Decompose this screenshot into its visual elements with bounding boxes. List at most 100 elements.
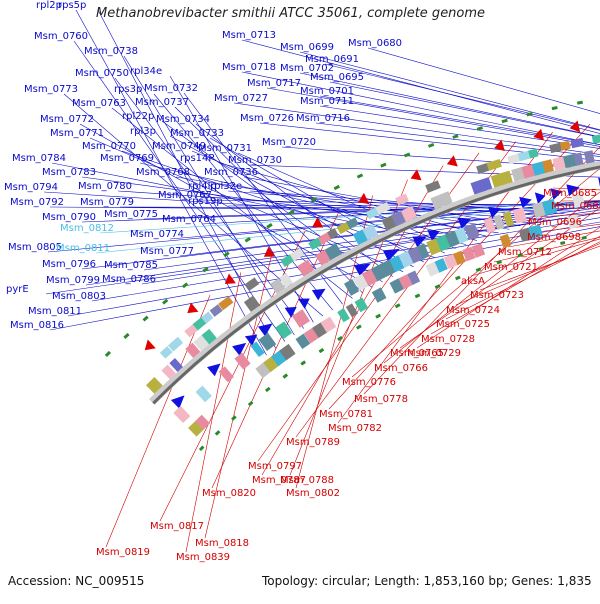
- reverse-gene-arrow: [145, 340, 156, 351]
- gene-label-right: Msm_0728: [421, 334, 475, 345]
- feature-tile: [483, 183, 491, 186]
- feature-tile: [394, 216, 405, 221]
- gc-dot: [415, 295, 419, 297]
- feature-tile: [392, 262, 401, 266]
- feature-tile: [495, 221, 502, 223]
- feature-tile: [324, 322, 334, 328]
- feature-tile: [223, 372, 229, 377]
- gene-label-top: Msm_0699: [280, 42, 334, 53]
- feature-tile: [486, 224, 494, 227]
- feature-tile: [163, 349, 170, 356]
- gc-dot: [577, 102, 583, 103]
- gene-label-left: Msm_0773: [24, 84, 78, 95]
- feature-tile: [561, 145, 570, 147]
- gene-label-left: rpl32e: [210, 181, 242, 192]
- feature-tile: [457, 234, 466, 237]
- gene-label-left: Msm_0760: [34, 31, 88, 42]
- gene-label-right: Msm_0723: [470, 290, 524, 301]
- feature-tile: [571, 142, 583, 145]
- feature-tile: [200, 391, 207, 397]
- gene-label-left: rpl3p: [130, 126, 156, 137]
- reverse-gene-arrow: [358, 193, 369, 204]
- feature-tile: [340, 313, 346, 317]
- gene-label-left: Msm_0763: [72, 98, 126, 109]
- gene-label-top: Msm_0695: [310, 72, 364, 83]
- gene-label-right: Msm_0698: [527, 232, 581, 243]
- gene-label-left: Msm_0774: [130, 229, 184, 240]
- gene-label-left: Msm_0784: [12, 153, 66, 164]
- feature-tile: [263, 339, 272, 346]
- gene-label-left: rpl22p: [122, 111, 154, 122]
- forward-gene-arrow: [258, 323, 273, 336]
- feature-tile: [464, 252, 473, 255]
- gc-dot: [200, 447, 203, 450]
- gene-label-left: Msm_0792: [10, 197, 64, 208]
- feature-tile: [523, 170, 535, 173]
- gene-label-left: Msm_0738: [84, 46, 138, 57]
- gene-label-top: Msm_0711: [300, 96, 354, 107]
- feature-tile: [292, 251, 303, 257]
- feature-tile: [585, 156, 594, 158]
- gene-label-left: Msm_0772: [40, 114, 94, 125]
- gene-label-right: Msm_0797: [248, 461, 302, 472]
- feature-tile: [513, 173, 524, 176]
- forward-gene-arrow: [171, 395, 185, 408]
- feature-tile: [199, 419, 206, 425]
- gene-label-left: Msm_0732: [144, 83, 198, 94]
- feature-tile: [392, 283, 402, 288]
- gc-dot: [502, 120, 508, 122]
- gc-dot: [216, 431, 220, 434]
- feature-tile: [329, 232, 337, 236]
- feature-tile: [178, 411, 185, 418]
- feature-tile: [356, 280, 365, 285]
- gene-label-left: Msm_0811: [56, 243, 110, 254]
- gc-dot: [456, 277, 461, 279]
- gene-label-top: Msm_0716: [296, 113, 350, 124]
- gene-label-left: Msm_0771: [50, 128, 104, 139]
- feature-tile: [503, 176, 511, 179]
- feature-tile: [247, 281, 257, 288]
- feature-tile: [275, 355, 284, 362]
- gc-dot: [224, 253, 229, 256]
- feature-tile: [282, 278, 289, 283]
- feature-tile: [349, 309, 355, 313]
- gene-label-left: Msm_0785: [104, 260, 158, 271]
- gene-label-left: Msm_0734: [156, 114, 210, 125]
- feature-tile: [554, 162, 564, 165]
- feature-tile: [529, 152, 537, 154]
- feature-tile: [339, 225, 349, 230]
- feature-tile: [593, 138, 600, 140]
- gene-label-right: Msm_0788: [280, 475, 334, 486]
- topology-text: Topology: circular; Length: 1,853,160 bp…: [262, 574, 592, 588]
- gene-label-right: Msm_0778: [354, 394, 408, 405]
- accession-text: Accession: NC_009515: [8, 574, 144, 588]
- gene-label-right: Msm_0766: [374, 363, 428, 374]
- gene-label-top: Msm_0680: [348, 38, 402, 49]
- gc-dot: [396, 305, 400, 307]
- gc-dot: [376, 315, 380, 317]
- gc-dot: [453, 136, 458, 138]
- gc-dot: [582, 237, 587, 238]
- gene-label-left: Msm_0803: [52, 291, 106, 302]
- feature-tile: [455, 256, 463, 259]
- gc-dot: [381, 164, 386, 166]
- feature-tile: [502, 240, 510, 243]
- feature-tile: [300, 265, 311, 272]
- gc-dot: [429, 144, 434, 146]
- gene-label-left: rps5p: [58, 0, 86, 11]
- gc-dot: [249, 402, 253, 405]
- feature-tile: [296, 315, 306, 322]
- feature-tile: [438, 240, 449, 245]
- gene-label-top: Msm_0720: [262, 137, 316, 148]
- gene-label-left: Msm_0780: [78, 181, 132, 192]
- map-title: Methanobrevibacter smithii ATCC 35061, c…: [96, 6, 485, 21]
- feature-tile: [493, 178, 505, 182]
- feature-tile: [166, 369, 172, 375]
- feature-tile: [320, 235, 331, 241]
- feature-tile: [283, 349, 292, 356]
- feature-tile: [397, 197, 408, 202]
- gene-label-left: Msm_0768: [136, 167, 190, 178]
- forward-gene-arrow: [207, 364, 221, 377]
- gene-label-left: rps14P: [180, 153, 214, 164]
- gene-label-left: Msm_0779: [80, 197, 134, 208]
